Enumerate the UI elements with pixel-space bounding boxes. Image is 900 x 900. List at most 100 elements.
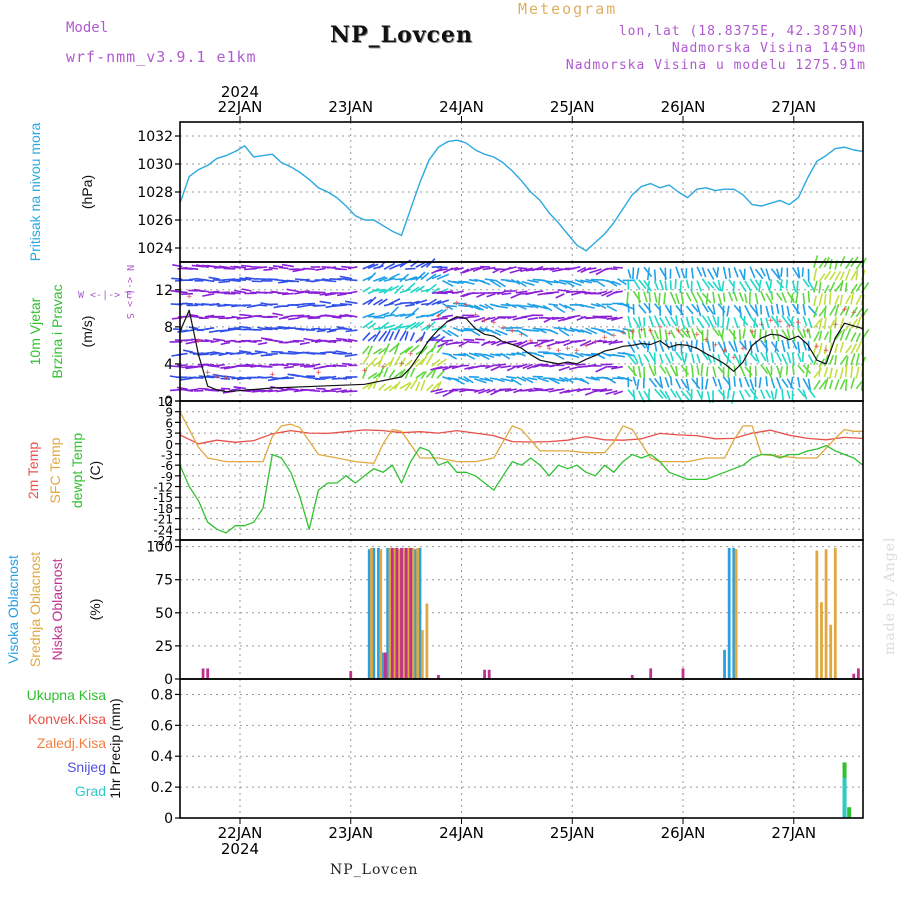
wind-arrow (776, 292, 783, 302)
wind-arrow (659, 341, 665, 352)
wind-arrow (733, 340, 739, 353)
wind-arrow (516, 279, 527, 288)
wind-arrow (749, 352, 758, 362)
wind-arrow (617, 329, 627, 335)
wind-arrow (775, 377, 782, 390)
wind-arrow (484, 353, 495, 359)
wind-arrow (362, 286, 371, 293)
wind-arrow (367, 263, 379, 270)
wind-arrow (691, 303, 699, 313)
wind-gust-marker: + (546, 344, 552, 354)
wind-arrow (286, 288, 300, 293)
wind-arrow (707, 305, 715, 315)
wind-arrow (336, 364, 347, 367)
wind-arrow (325, 375, 337, 380)
wind-arrow (829, 379, 834, 390)
wind-arrow (394, 284, 404, 295)
wind-arrow (786, 328, 791, 339)
wind-arrow (468, 341, 480, 344)
wind-arrow (393, 381, 401, 390)
wind-arrow (180, 377, 194, 381)
year-label-top: 2024 (221, 83, 259, 101)
wind-arrow (701, 267, 707, 278)
wind-arrow (770, 268, 780, 279)
wind-arrow (260, 354, 273, 357)
wind-arrow (758, 377, 762, 389)
wind-arrow (553, 304, 566, 314)
wind-gust-marker: + (694, 330, 700, 340)
cloud-bar (856, 668, 860, 679)
wind-arrow (372, 377, 379, 389)
wind-gust-marker: + (814, 342, 820, 352)
wind-arrow (542, 304, 553, 312)
y-tick-label: 0.6 (151, 718, 173, 734)
wind-arrow (473, 316, 486, 322)
wind-arrow (579, 388, 592, 391)
wind-arrow (176, 386, 188, 390)
wind-arrow (839, 280, 844, 292)
wind-arrow (441, 339, 454, 343)
wind-arrow (700, 391, 704, 402)
wind-arrow (373, 265, 384, 270)
wind-arrow (680, 378, 688, 389)
wind-arrow (844, 282, 848, 293)
wind-arrow (760, 290, 766, 302)
wind-arrow (329, 339, 342, 342)
wind-arrow (230, 291, 241, 295)
wind-arrow (585, 278, 597, 283)
wind-arrow (435, 366, 448, 370)
wind-arrow (239, 313, 252, 317)
wind-arrow (712, 304, 716, 315)
wind-arrow (706, 354, 713, 364)
wind-arrow (743, 268, 746, 281)
wind-arrow (326, 329, 337, 333)
wind-arrow (813, 267, 818, 281)
wind-arrow (489, 279, 502, 288)
wind-arrow (845, 294, 852, 305)
wind-arrow (701, 278, 711, 290)
wind-arrow (476, 292, 486, 298)
wind-arrow (479, 279, 491, 286)
cloud-bar (349, 671, 353, 679)
wind-arrow (728, 377, 731, 390)
wind-arrow (744, 376, 750, 388)
wind-arrow (795, 291, 799, 304)
wind-arrow (383, 262, 396, 270)
wind-arrow (516, 339, 528, 347)
meteogram-label: Meteogram (518, 0, 618, 18)
wind-arrow (490, 365, 502, 372)
wind-arrow (300, 375, 310, 379)
wind-arrow (298, 290, 310, 293)
wind-arrow (691, 328, 697, 340)
cloud-bar (437, 675, 440, 679)
wind-arrow (425, 258, 436, 268)
wind-arrow (420, 324, 430, 332)
wind-arrow (393, 342, 400, 355)
wind-arrow (726, 305, 730, 317)
wind-arrow (701, 315, 711, 327)
wind-arrow (394, 262, 405, 268)
wind-arrow (251, 351, 263, 356)
cloud-bar (681, 668, 685, 679)
wind-arrow (575, 363, 586, 366)
wind-arrow (478, 388, 491, 395)
wind-arrow (319, 292, 331, 296)
y-axis-label: Pritisak na nivou mora (27, 123, 43, 262)
wind-arrow (648, 364, 656, 377)
wind-arrow (760, 267, 766, 277)
wind-arrow (834, 303, 840, 317)
wind-arrow (516, 329, 529, 338)
wind-arrow (324, 279, 337, 283)
cloud-bar (381, 652, 385, 679)
wind-gust-marker: + (426, 322, 432, 332)
wind-arrow (738, 389, 745, 401)
wind-arrow (436, 308, 447, 318)
wind-arrow (850, 332, 857, 342)
wind-arrow (316, 387, 326, 390)
wind-arrow (829, 304, 837, 316)
wind-arrow (564, 376, 574, 384)
wind-arrow (696, 317, 705, 329)
wind-arrow (271, 350, 284, 353)
wind-arrow (834, 330, 843, 341)
y-axis-label: 1hr Precip (mm) (107, 698, 123, 798)
